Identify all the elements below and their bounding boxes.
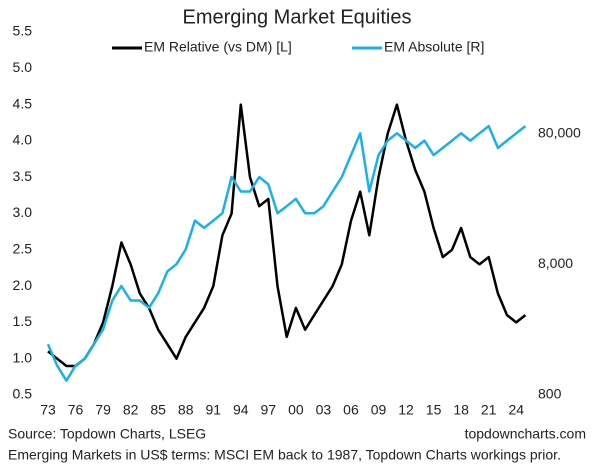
y-tick-label: 4.5 [13, 95, 33, 111]
x-tick-label: 73 [40, 402, 56, 418]
x-tick-label: 85 [150, 402, 166, 418]
y-tick-label: 5.5 [13, 23, 33, 39]
series-line [46, 124, 527, 382]
x-tick-label: 97 [261, 402, 277, 418]
y-tick-label: 5.0 [13, 59, 33, 75]
y-tick-label: 2.0 [13, 277, 33, 293]
legend-label: EM Absolute [R] [384, 39, 484, 55]
x-tick-label: 12 [398, 402, 414, 418]
y-tick-label: 1.5 [13, 313, 33, 329]
x-tick-label: 82 [123, 402, 139, 418]
x-tick-label: 24 [508, 402, 524, 418]
source: Source: Topdown Charts, LSEG [8, 426, 206, 442]
x-tick-label: 79 [95, 402, 111, 418]
website: topdowncharts.com [465, 426, 586, 442]
y-tick-label: 2.5 [13, 241, 33, 257]
x-tick-label: 94 [233, 402, 249, 418]
y-tick-label: 3.5 [13, 168, 33, 184]
x-tick-label: 03 [316, 402, 332, 418]
x-tick-label: 76 [68, 402, 84, 418]
y2-tick-label: 80,000 [538, 124, 581, 140]
x-tick-label: 88 [178, 402, 194, 418]
note: Emerging Markets in US$ terms: MSCI EM b… [8, 447, 561, 463]
y-tick-label: 0.5 [13, 386, 33, 402]
y2-tick-label: 800 [538, 386, 562, 402]
series-line [47, 103, 527, 368]
x-tick-label: 09 [371, 402, 387, 418]
y-tick-label: 4.0 [13, 132, 33, 148]
x-tick-label: 06 [343, 402, 359, 418]
x-tick-label: 00 [288, 402, 304, 418]
x-tick-label: 15 [426, 402, 442, 418]
y2-tick-label: 8,000 [538, 255, 573, 271]
x-tick-label: 21 [481, 402, 497, 418]
x-tick-label: 91 [205, 402, 221, 418]
x-tick-label: 18 [453, 402, 469, 418]
legend-label: EM Relative (vs DM) [L] [144, 39, 292, 55]
y-tick-label: 1.0 [13, 349, 33, 365]
y-tick-label: 3.0 [13, 204, 33, 220]
chart-title: Emerging Market Equities [183, 6, 412, 28]
